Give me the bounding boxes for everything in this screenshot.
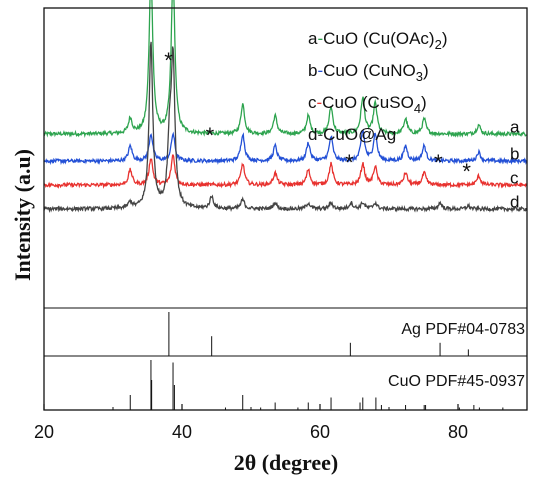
asterisk-group: * * * * * <box>164 48 471 184</box>
legend-entry-c: c-CuO (CuSO4) <box>308 93 427 116</box>
asterisk-marker: * <box>434 150 443 175</box>
plot-frame <box>43 7 528 411</box>
axes: 20 40 60 80 2θ (degree) Intensity (a.u) <box>10 7 528 475</box>
series-line-d <box>43 41 528 214</box>
cuo-ref-label: CuO PDF#45-0937 <box>388 373 525 390</box>
ag-ref-label: Ag PDF#04-0783 <box>401 321 525 338</box>
series-line-a <box>43 0 527 138</box>
series-label-c: c <box>510 169 519 188</box>
asterisk-marker: * <box>345 150 354 175</box>
series-line-c <box>43 154 528 190</box>
legend: a-CuO (Cu(OAc)2) b-CuO (CuNO3) c-CuO (CuSO… <box>308 29 448 144</box>
series-label-d: d <box>510 193 519 212</box>
x-axis-label: 2θ (degree) <box>234 450 339 475</box>
legend-entry-a: a-CuO (Cu(OAc)2) <box>308 29 448 52</box>
x-tick-label: 40 <box>172 422 192 442</box>
series-label-b: b <box>510 145 519 164</box>
y-axis-label: Intensity (a.u) <box>10 149 35 281</box>
x-tick-label: 20 <box>34 422 54 442</box>
asterisk-marker: * <box>462 159 471 184</box>
legend-entry-b: b-CuO (CuNO3) <box>308 61 429 84</box>
reference-group: Ag PDF#04-0783 CuO PDF#45-0937 <box>44 307 527 410</box>
asterisk-marker: * <box>164 48 173 73</box>
asterisk-marker: * <box>206 123 215 148</box>
legend-entry-d: d-CuO@Ag <box>308 125 396 144</box>
x-tick-label: 80 <box>448 422 468 442</box>
x-tick-label: 60 <box>310 422 330 442</box>
series-line-b <box>43 128 528 166</box>
series-label-a: a <box>510 118 520 137</box>
